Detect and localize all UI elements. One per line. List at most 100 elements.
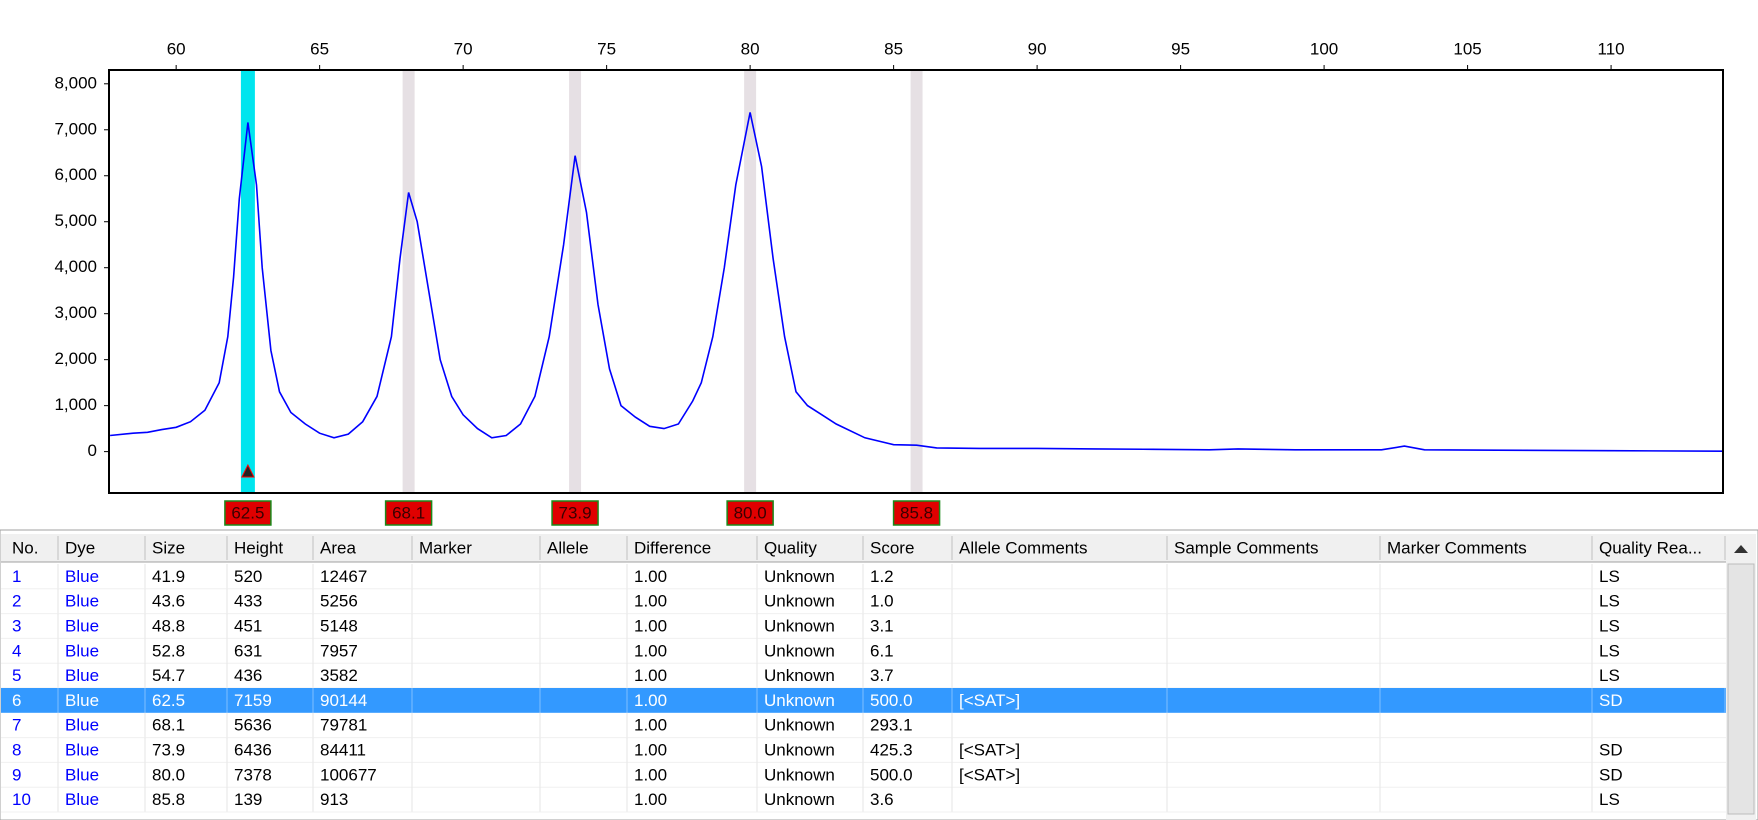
table-cell: SD (1599, 765, 1623, 784)
peak-label: 68.1 (392, 503, 425, 522)
peak-marker (241, 463, 255, 478)
table-cell: 3582 (320, 666, 358, 685)
peak-label: 85.8 (900, 503, 933, 522)
plot-frame (108, 69, 1724, 494)
x-tick-label: 105 (1453, 39, 1481, 58)
column-header: Sample Comments (1174, 538, 1319, 557)
table-cell: 1.2 (870, 567, 894, 586)
table-cell: 500.0 (870, 691, 913, 710)
selected-peak-band (240, 70, 255, 493)
y-tick-label: 3,000 (54, 303, 97, 322)
table-cell: 500.0 (870, 765, 913, 784)
table-cell: 4 (12, 641, 21, 660)
x-tick-label: 80 (741, 39, 760, 58)
column-header: Quality (764, 538, 817, 557)
table-cell: 433 (234, 592, 262, 611)
table-cell: 5256 (320, 592, 358, 611)
table-cell: 5 (12, 666, 21, 685)
table-cell: Blue (65, 592, 99, 611)
table-cell: 1 (12, 567, 21, 586)
table-cell: 1.00 (634, 592, 667, 611)
table-cell: 1.00 (634, 616, 667, 635)
table-cell: 1.00 (634, 567, 667, 586)
table-cell: 3.7 (870, 666, 894, 685)
table-cell: 1.00 (634, 666, 667, 685)
x-tick-label: 75 (597, 39, 616, 58)
table-cell: Blue (65, 691, 99, 710)
table-cell: 451 (234, 616, 262, 635)
table-cell: 5636 (234, 716, 272, 735)
table-cell: LS (1599, 567, 1620, 586)
x-tick-label: 60 (167, 39, 186, 58)
peak-label-box (892, 500, 941, 526)
table-cell: Unknown (764, 740, 835, 759)
table-cell: SD (1599, 740, 1623, 759)
column-header: Allele Comments (959, 538, 1088, 557)
y-tick-label: 0 (88, 441, 97, 460)
x-tick-label: 100 (1310, 39, 1338, 58)
table-cell: 85.8 (152, 790, 185, 809)
table-cell: 90144 (320, 691, 367, 710)
table-cell: 6.1 (870, 641, 894, 660)
table-cell: 3 (12, 616, 21, 635)
table-cell: 7159 (234, 691, 272, 710)
table-cell: Blue (65, 716, 99, 735)
table-cell: Unknown (764, 691, 835, 710)
column-header: Height (234, 538, 283, 557)
table-cell: Unknown (764, 616, 835, 635)
peak-label: 73.9 (559, 503, 592, 522)
table-cell: 631 (234, 641, 262, 660)
table-cell: 7 (12, 716, 21, 735)
table-cell: Blue (65, 616, 99, 635)
table-cell: 41.9 (152, 567, 185, 586)
table-cell: Blue (65, 765, 99, 784)
table-cell: SD (1599, 691, 1623, 710)
peak-band (744, 70, 757, 493)
peak-label-box (726, 500, 774, 526)
y-tick-label: 7,000 (54, 119, 97, 138)
peak-band (910, 70, 923, 493)
table-cell: 436 (234, 666, 262, 685)
table-cell: 7957 (320, 641, 358, 660)
table-cell: Unknown (764, 765, 835, 784)
peak-label-box (551, 500, 599, 526)
table-cell: 1.00 (634, 740, 667, 759)
x-tick-label: 95 (1171, 39, 1190, 58)
column-header: Quality Rea... (1599, 538, 1702, 557)
table-cell: 52.8 (152, 641, 185, 660)
scroll-up-arrow[interactable] (1734, 545, 1748, 553)
peak-band (402, 70, 415, 493)
table-cell: LS (1599, 616, 1620, 635)
column-header: Size (152, 538, 185, 557)
table-cell: 1.0 (870, 592, 894, 611)
table-cell: 1.00 (634, 641, 667, 660)
table-cell: [<SAT>] (959, 740, 1020, 759)
table-cell: 7378 (234, 765, 272, 784)
peak-label-box (384, 500, 433, 526)
trace-line (110, 112, 1724, 452)
table-cell: 10 (12, 790, 31, 809)
table-cell: 3.1 (870, 616, 894, 635)
peak-label: 62.5 (231, 503, 264, 522)
x-tick-label: 70 (454, 39, 473, 58)
table-cell: 54.7 (152, 666, 185, 685)
table-cell: 2 (12, 592, 21, 611)
table-cell: Blue (65, 641, 99, 660)
column-header: No. (12, 538, 38, 557)
table-cell: Unknown (764, 592, 835, 611)
table-cell: Blue (65, 666, 99, 685)
table-cell: Unknown (764, 790, 835, 809)
table-cell: 80.0 (152, 765, 185, 784)
y-tick-label: 2,000 (54, 349, 97, 368)
peak-label: 80.0 (734, 503, 767, 522)
table-cell: Unknown (764, 716, 835, 735)
table-cell: 79781 (320, 716, 367, 735)
scroll-thumb[interactable] (1727, 563, 1755, 815)
table-cell: 84411 (320, 740, 366, 759)
table-cell: LS (1599, 666, 1620, 685)
x-tick-label: 85 (884, 39, 903, 58)
table-cell: 12467 (320, 567, 367, 586)
x-tick-label: 110 (1598, 39, 1625, 58)
